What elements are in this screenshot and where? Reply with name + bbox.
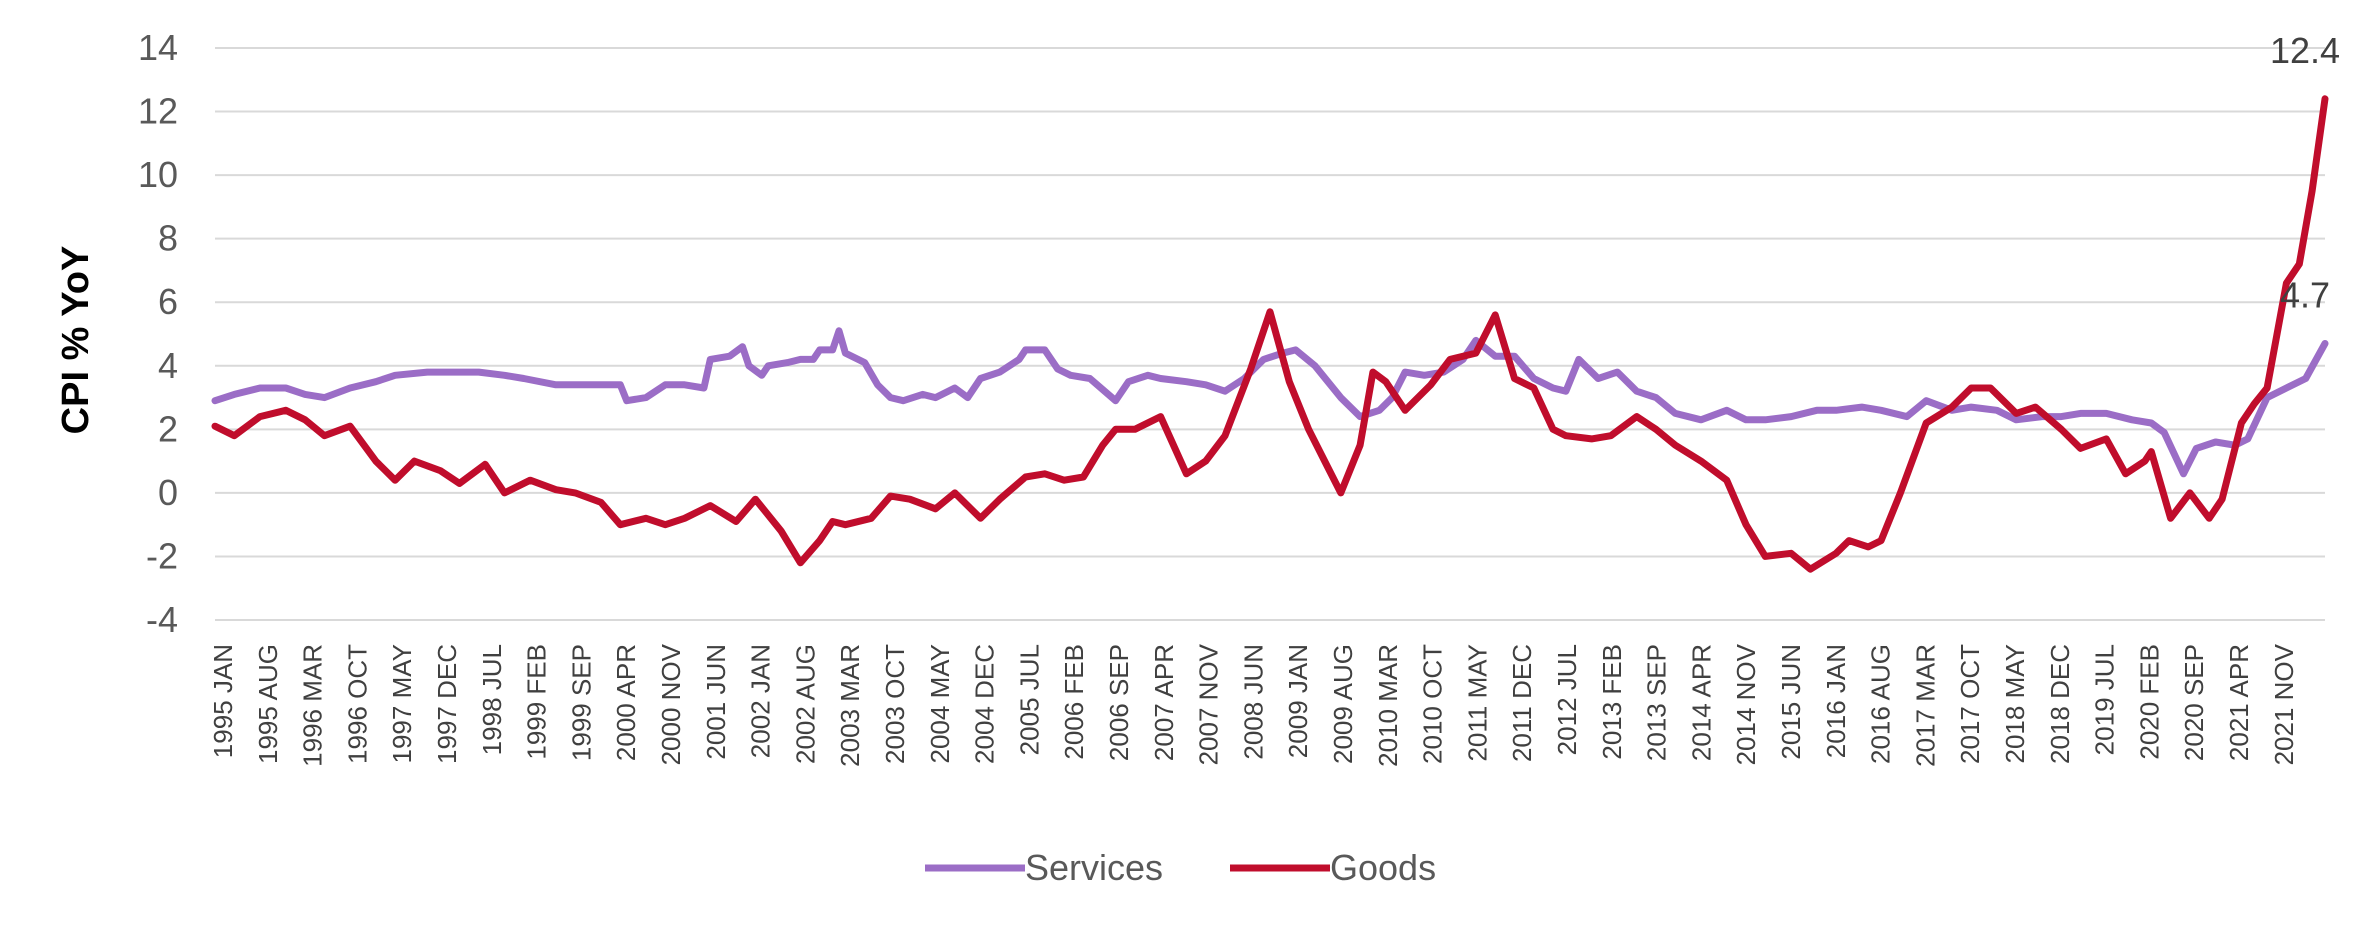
x-tick-label: 2007 APR xyxy=(1149,644,1179,761)
x-tick-label: 2001 JUN xyxy=(701,644,731,760)
y-tick-label: 6 xyxy=(158,281,178,322)
x-tick-label: 2000 APR xyxy=(611,644,641,761)
x-tick-label: 2005 JUL xyxy=(1014,644,1044,755)
x-tick-label: 2004 MAY xyxy=(925,644,955,763)
series-line-goods xyxy=(211,95,2329,573)
x-tick-label: 2015 JUN xyxy=(1776,644,1806,760)
series-line-services xyxy=(211,327,2329,478)
gridlines xyxy=(215,47,2325,621)
x-tick-label: 2016 JAN xyxy=(1821,644,1851,758)
data-label-services: 4.7 xyxy=(2280,275,2330,316)
y-tick-label: 2 xyxy=(158,408,178,449)
x-tick-label: 2017 OCT xyxy=(1955,644,1985,764)
x-tick-label: 2002 AUG xyxy=(790,644,820,764)
x-tick-label: 2008 JUN xyxy=(1238,644,1268,760)
x-tick-label: 2006 FEB xyxy=(1059,644,1089,760)
y-tick-label: 10 xyxy=(138,154,178,195)
series-lines xyxy=(211,95,2329,573)
x-tick-label: 2020 SEP xyxy=(2179,644,2209,761)
x-tick-label: 2002 JAN xyxy=(746,644,776,758)
legend-label-services: Services xyxy=(1025,847,1163,888)
x-tick-label: 2000 NOV xyxy=(656,643,686,765)
x-tick-label: 2013 FEB xyxy=(1597,644,1627,760)
x-tick-label: 2003 MAR xyxy=(835,644,865,767)
y-tick-label: 12 xyxy=(138,91,178,132)
x-tick-label: 2003 OCT xyxy=(880,644,910,764)
x-tick-label: 2006 SEP xyxy=(1104,644,1134,761)
x-tick-label: 1997 DEC xyxy=(432,644,462,764)
x-tick-label: 2011 DEC xyxy=(1507,644,1537,762)
x-tick-label: 2016 AUG xyxy=(1866,644,1896,764)
y-tick-label: 4 xyxy=(158,345,178,386)
x-tick-label: 1997 MAY xyxy=(387,644,417,763)
x-tick-label: 1998 JUL xyxy=(477,644,507,755)
y-tick-label: -2 xyxy=(146,535,178,576)
y-tick-label: 14 xyxy=(138,27,178,68)
end-value-labels: 4.7 12.4 xyxy=(2270,30,2340,316)
x-tick-label: 2010 MAR xyxy=(1373,644,1403,767)
x-tick-label: 2007 NOV xyxy=(1194,643,1224,765)
x-tick-label: 2019 JUL xyxy=(2090,644,2120,755)
x-tick-label: 2009 JAN xyxy=(1283,644,1313,758)
y-tick-label: -4 xyxy=(146,599,178,640)
x-tick-label: 2009 AUG xyxy=(1328,644,1358,764)
x-tick-label: 2018 DEC xyxy=(2045,644,2075,764)
x-tick-label: 1996 MAR xyxy=(298,644,328,767)
x-tick-label: 2011 MAY xyxy=(1462,644,1492,762)
x-tick-label: 2017 MAR xyxy=(1910,644,1940,767)
x-tick-label: 2021 APR xyxy=(2224,644,2254,761)
x-tick-label: 2012 JUL xyxy=(1552,644,1582,755)
data-label-goods: 12.4 xyxy=(2270,30,2340,71)
x-tick-label: 1995 AUG xyxy=(253,644,283,764)
x-tick-label: 2014 APR xyxy=(1686,644,1716,761)
legend: Services Goods xyxy=(925,847,1436,888)
x-tick-label: 2018 MAY xyxy=(2000,644,2030,763)
y-axis-ticks: -4 -2 0 2 4 6 8 10 12 14 xyxy=(138,27,178,640)
x-tick-label: 1999 SEP xyxy=(566,644,596,761)
x-tick-label: 2014 NOV xyxy=(1731,643,1761,765)
x-tick-label: 2020 FEB xyxy=(2134,644,2164,760)
y-tick-label: 0 xyxy=(158,472,178,513)
x-tick-label: 1995 JAN xyxy=(208,644,238,758)
legend-label-goods: Goods xyxy=(1330,847,1436,888)
x-tick-label: 2021 NOV xyxy=(2269,643,2299,765)
x-tick-label: 2010 OCT xyxy=(1418,644,1448,764)
x-tick-label: 2013 SEP xyxy=(1642,644,1672,761)
y-axis-label: CPI % YoY xyxy=(55,246,97,435)
x-tick-label: 1996 OCT xyxy=(342,644,372,764)
x-tick-label: 1999 FEB xyxy=(522,644,552,760)
x-axis-ticks: 1995 JAN 1995 AUG 1996 MAR 1996 OCT 1997 MAY… xyxy=(208,643,2299,767)
x-tick-label: 2004 DEC xyxy=(970,644,1000,764)
y-tick-label: 8 xyxy=(158,218,178,259)
